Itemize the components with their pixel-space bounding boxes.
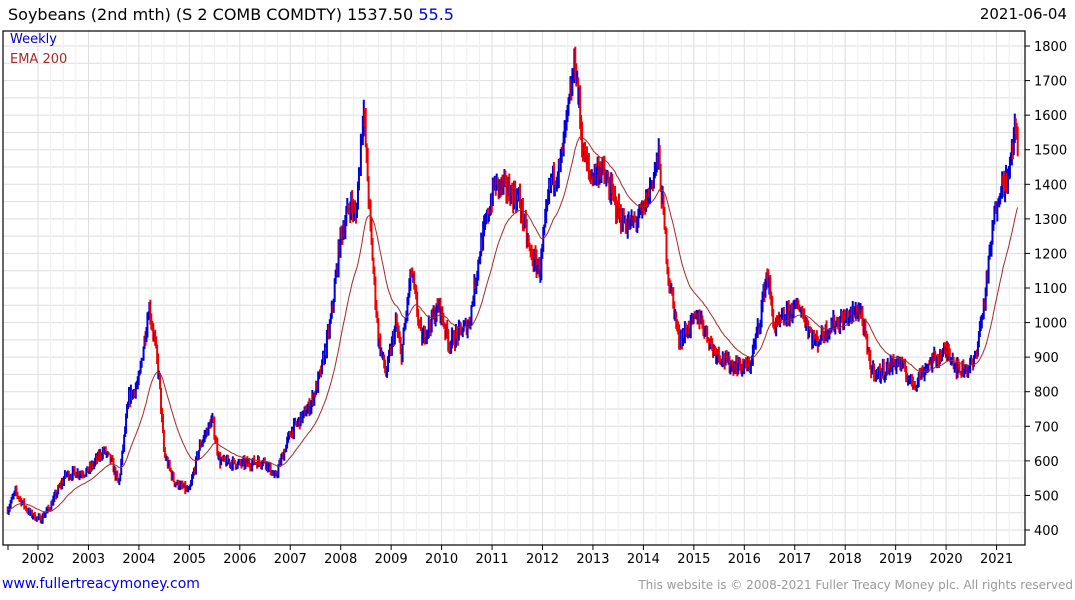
y-tick-label: 1400 bbox=[1034, 178, 1067, 193]
x-tick-label: 2010 bbox=[425, 552, 458, 567]
y-tick-label: 400 bbox=[1034, 524, 1059, 539]
x-tick-label: 2016 bbox=[728, 552, 761, 567]
x-tick-label: 2005 bbox=[173, 552, 206, 567]
y-tick-label: 1500 bbox=[1034, 144, 1067, 159]
y-tick-label: 500 bbox=[1034, 489, 1059, 504]
x-tick-label: 2015 bbox=[677, 552, 710, 567]
legend-ema: EMA 200 bbox=[10, 52, 68, 67]
y-tick-label: 1300 bbox=[1034, 213, 1067, 228]
x-tick-label: 2011 bbox=[476, 552, 509, 567]
x-tick-label: 2019 bbox=[879, 552, 912, 567]
chart-title: Soybeans (2nd mth) (S 2 COMB COMDTY) 153… bbox=[8, 5, 454, 24]
y-tick-label: 800 bbox=[1034, 386, 1059, 401]
x-tick-label: 2021 bbox=[980, 552, 1013, 567]
y-tick-label: 900 bbox=[1034, 351, 1059, 366]
x-tick-label: 2008 bbox=[324, 552, 357, 567]
y-tick-label: 1600 bbox=[1034, 109, 1067, 124]
x-tick-label: 2014 bbox=[627, 552, 660, 567]
price-change: 55.5 bbox=[418, 5, 454, 24]
y-tick-label: 1700 bbox=[1034, 75, 1067, 90]
y-tick-label: 700 bbox=[1034, 420, 1059, 435]
x-tick-label: 2004 bbox=[122, 552, 155, 567]
x-tick-label: 2017 bbox=[778, 552, 811, 567]
weekly-bars bbox=[6, 46, 1019, 524]
y-tick-label: 1200 bbox=[1034, 247, 1067, 262]
legend-weekly: Weekly bbox=[10, 32, 57, 47]
x-tick-label: 2013 bbox=[576, 552, 609, 567]
ema-200-line bbox=[7, 136, 1019, 513]
x-tick-label: 2009 bbox=[375, 552, 408, 567]
x-tick-label: 2020 bbox=[930, 552, 963, 567]
y-tick-label: 1800 bbox=[1034, 40, 1067, 55]
x-tick-label: 2006 bbox=[223, 552, 256, 567]
y-tick-label: 1000 bbox=[1034, 317, 1067, 332]
x-tick-label: 2018 bbox=[829, 552, 862, 567]
website-link[interactable]: www.fullertreacymoney.com bbox=[2, 576, 200, 592]
title-text: Soybeans (2nd mth) (S 2 COMB COMDTY) 153… bbox=[8, 5, 414, 24]
x-tick-label: 2012 bbox=[526, 552, 559, 567]
y-tick-label: 1100 bbox=[1034, 282, 1067, 297]
x-tick-label: 2007 bbox=[274, 552, 307, 567]
y-tick-label: 600 bbox=[1034, 455, 1059, 470]
chart-date: 2021-06-04 bbox=[979, 5, 1067, 23]
copyright-notice: This website is © 2008-2021 Fuller Treac… bbox=[638, 578, 1073, 592]
x-tick-label: 2003 bbox=[72, 552, 105, 567]
x-tick-label: 2002 bbox=[21, 552, 54, 567]
